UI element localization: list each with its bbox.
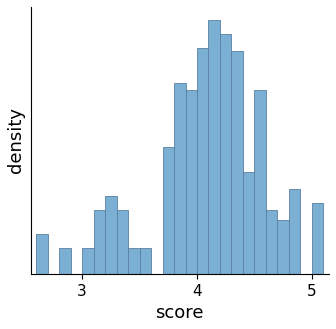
Bar bbox=[289, 189, 300, 274]
Bar bbox=[278, 220, 289, 274]
Bar bbox=[266, 210, 278, 274]
Bar bbox=[139, 248, 151, 274]
Bar bbox=[243, 172, 254, 274]
Bar bbox=[105, 196, 117, 274]
X-axis label: score: score bbox=[156, 304, 204, 322]
Bar bbox=[117, 210, 128, 274]
Bar bbox=[82, 248, 94, 274]
Bar bbox=[185, 90, 197, 274]
Bar bbox=[220, 34, 232, 274]
Bar bbox=[59, 248, 71, 274]
Y-axis label: density: density bbox=[7, 107, 25, 173]
Bar bbox=[312, 203, 323, 274]
Bar bbox=[254, 90, 266, 274]
Bar bbox=[174, 83, 185, 274]
Bar bbox=[94, 210, 105, 274]
Bar bbox=[163, 147, 174, 274]
Bar bbox=[232, 51, 243, 274]
Bar bbox=[208, 20, 220, 274]
Bar bbox=[197, 48, 208, 274]
Bar bbox=[36, 234, 48, 274]
Bar bbox=[128, 248, 139, 274]
